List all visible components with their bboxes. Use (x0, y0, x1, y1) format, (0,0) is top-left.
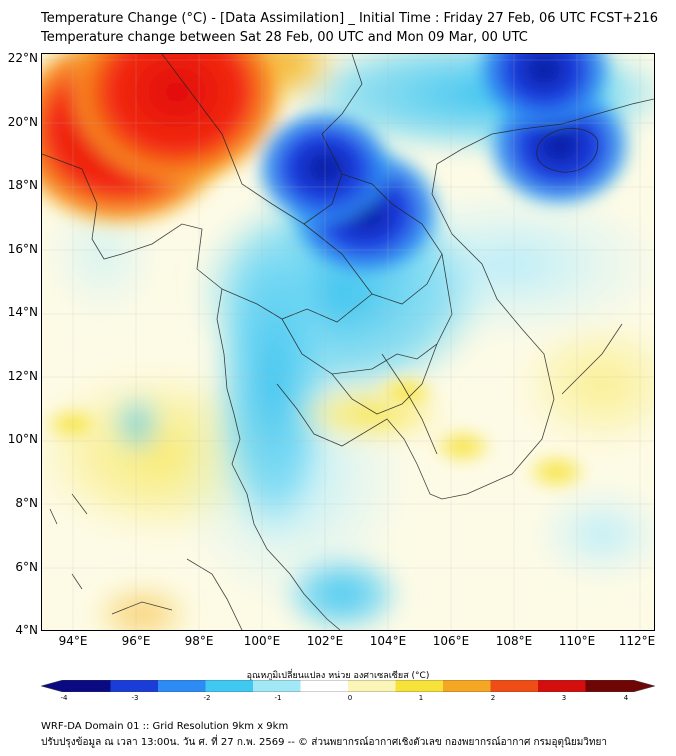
lon-tick-label: 102°E (306, 634, 344, 648)
colorbar-cell (348, 680, 396, 692)
lon-tick-label: 112°E (618, 634, 656, 648)
lat-tick-label: 16°N (7, 242, 38, 256)
colorbar-cell (585, 680, 634, 692)
graticule (42, 54, 654, 630)
warm-anomaly-cambodia (372, 371, 440, 414)
colorbar (41, 680, 655, 692)
lon-tick-label: 104°E (369, 634, 407, 648)
colorbar-cell (158, 680, 206, 692)
lon-tick-label: 98°E (184, 634, 214, 648)
lat-tick-label: 22°N (7, 51, 38, 65)
warm-anomaly-mekong-delta (428, 424, 497, 468)
lat-tick-label: 10°N (7, 432, 38, 446)
map-frame (41, 53, 655, 631)
colorbar-cell (490, 680, 539, 692)
colorbar-label: -1 (274, 694, 282, 702)
lat-tick-label: 4°N (15, 623, 38, 637)
update-credit: ปรับปรุงข้อมูล ณ เวลา 13:00น. วัน ศ. ที่… (41, 737, 607, 748)
warm-anomaly-andaman (42, 403, 107, 445)
colorbar-cell (63, 680, 111, 692)
colorbar-label: 4 (623, 694, 629, 702)
cyan-field (212, 224, 332, 544)
pale-yellow-field (512, 314, 654, 454)
lat-tick-label: 14°N (7, 305, 38, 319)
cyan-field (112, 394, 162, 454)
colorbar-cell (395, 680, 444, 692)
lon-tick-label: 108°E (495, 634, 533, 648)
chart-title: Temperature Change (°C) - [Data Assimila… (41, 11, 659, 26)
lon-tick-label: 100°E (243, 634, 281, 648)
colorbar-label: 0 (347, 694, 353, 702)
colorbar-label: 2 (490, 694, 496, 702)
colorbar-max-arrow (633, 680, 655, 692)
colorbar-cell (538, 680, 586, 692)
coastline-and-borders (42, 54, 654, 630)
colorbar-label: 3 (561, 694, 567, 702)
colorbar-label: -3 (131, 694, 139, 702)
cold-anomaly-south-china (470, 54, 618, 133)
colorbar-label: 1 (418, 694, 424, 702)
lon-tick-label: 110°E (558, 634, 596, 648)
lat-tick-label: 8°N (15, 496, 38, 510)
lon-tick-label: 94°E (58, 634, 88, 648)
colorbar-cell (205, 680, 254, 692)
colorbar-cell (110, 680, 159, 692)
colorbar-cell (253, 680, 301, 692)
lon-tick-label: 96°E (121, 634, 151, 648)
lon-tick-label: 106°E (432, 634, 470, 648)
lat-tick-label: 18°N (7, 178, 38, 192)
colorbar-cell (300, 680, 349, 692)
chart-subtitle: Temperature change between Sat 28 Feb, 0… (41, 30, 528, 45)
lat-tick-label: 20°N (7, 115, 38, 129)
lat-tick-label: 6°N (15, 560, 38, 574)
warm-anomaly-south-china-sea (521, 449, 592, 494)
colorbar-label: -2 (203, 694, 211, 702)
colorbar-cell (443, 680, 491, 692)
model-info: WRF-DA Domain 01 :: Grid Resolution 9km … (41, 721, 289, 732)
pale-cyan-field (532, 484, 654, 584)
temperature-change-map (42, 54, 654, 630)
orange-field (92, 584, 192, 630)
colorbar-min-arrow (41, 680, 63, 692)
cold-anomaly-laos (251, 104, 398, 231)
lat-tick-label: 12°N (7, 369, 38, 383)
colorbar-label: -4 (60, 694, 68, 702)
cyan-field (282, 554, 402, 630)
colorbar-caption: อุณหภูมิเปลี่ยนแปลง หน่วย องศาเซลเซียส (… (246, 671, 430, 681)
